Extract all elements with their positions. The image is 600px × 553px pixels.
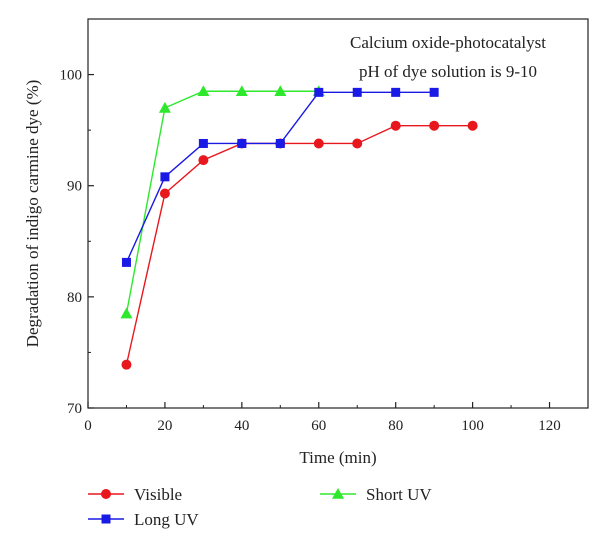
data-point-long-uv [237,138,247,148]
legend-label-visible: Visible [134,485,182,504]
data-point-short-uv [235,85,248,97]
data-point-visible [429,120,440,131]
legend: Visible Short UV Long UV [88,485,432,529]
data-point-long-uv [160,172,170,182]
annotation-line-1: Calcium oxide-photocatalyst [350,33,546,52]
series-short-uv [120,85,325,319]
data-point-visible [159,188,170,199]
data-point-long-uv [121,257,131,267]
data-point-short-uv [274,85,287,97]
data-point-long-uv [391,87,401,97]
x-tick-label: 120 [538,418,561,434]
plot-area-frame [87,18,589,409]
x-tick-label: 0 [84,418,92,434]
y-tick-label: 100 [60,68,83,84]
y-axis-title: Degradation of indigo carmine dye (%) [23,80,42,348]
legend-item-long-uv: Long UV [88,510,199,529]
data-point-long-uv [429,87,439,97]
x-tick-label: 40 [234,418,249,434]
series-long-uv [121,87,439,267]
data-point-visible [198,155,209,166]
x-tick-label: 20 [157,418,172,434]
data-point-short-uv [120,307,133,319]
legend-marker-short-uv [332,488,344,499]
data-point-visible [390,120,401,131]
data-point-long-uv [352,87,362,97]
legend-marker-long-uv [101,514,111,524]
axis-ticks: 0 20 40 60 80 100 120 70 80 90 100 [60,68,561,434]
series-line-long-uv [125,91,435,263]
x-axis-title: Time (min) [299,448,376,467]
annotation-line-2: pH of dye solution is 9-10 [359,62,537,81]
legend-item-visible: Visible [88,485,182,504]
y-tick-label: 80 [67,290,82,306]
data-point-visible [121,359,132,370]
y-tick-label: 70 [67,401,82,417]
legend-label-long-uv: Long UV [134,510,199,529]
data-point-short-uv [197,85,210,97]
data-point-short-uv [158,101,171,113]
data-point-visible [352,138,363,149]
series-layer [120,85,478,370]
x-tick-label: 60 [311,418,326,434]
series-visible [121,120,478,370]
series-line-visible [125,124,473,365]
data-point-visible [313,138,324,149]
y-tick-label: 90 [67,179,82,195]
data-point-long-uv [314,87,324,97]
legend-label-short-uv: Short UV [366,485,432,504]
x-tick-label: 100 [461,418,484,434]
data-point-visible [467,120,478,131]
x-tick-label: 80 [388,418,403,434]
data-point-long-uv [275,138,285,148]
legend-item-short-uv: Short UV [320,485,432,504]
legend-marker-visible [101,489,111,499]
series-line-short-uv [125,90,319,314]
data-point-long-uv [198,138,208,148]
